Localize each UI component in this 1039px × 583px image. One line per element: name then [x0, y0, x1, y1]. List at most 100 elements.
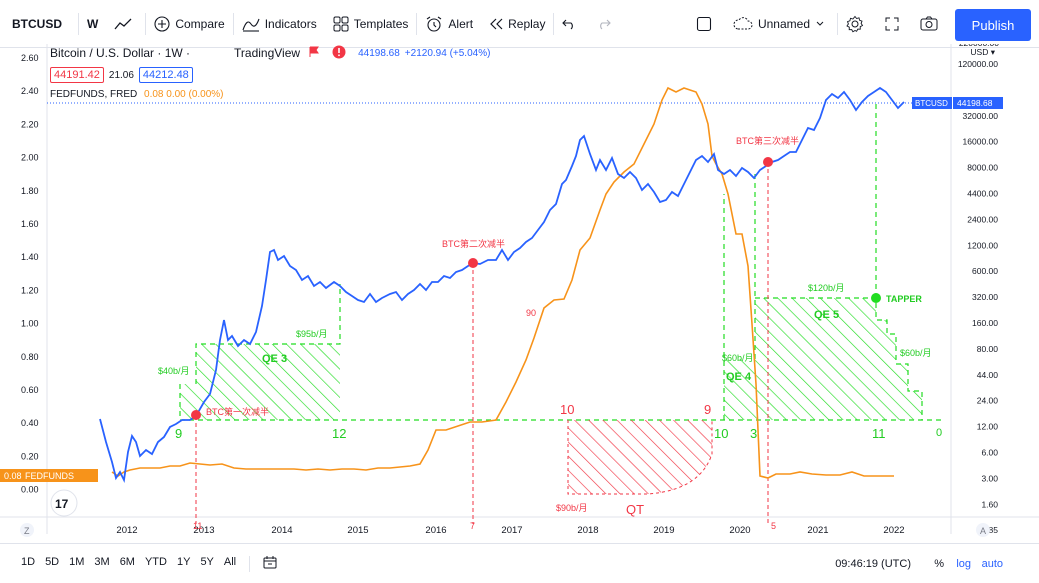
range-1d-button[interactable]: 1D: [21, 555, 36, 568]
layout-name-button[interactable]: Unnamed: [725, 8, 837, 40]
chart-type-button[interactable]: [106, 8, 145, 40]
interval-button[interactable]: W: [87, 16, 99, 31]
time-axis[interactable]: 2012 2013 2014 2015 2016 2017 2018 2019 2020 2021…: [116, 525, 904, 536]
right-axis-tick-label: 44.00: [977, 370, 999, 380]
chevron-down-icon: [816, 21, 824, 27]
left-axis-tick-label: 1.60: [21, 219, 39, 229]
qe3-start-9: 9: [175, 426, 182, 441]
right-scale-a-button[interactable]: A: [976, 523, 990, 537]
svg-text:A: A: [980, 526, 986, 536]
legend-source: TradingView: [234, 46, 301, 60]
fedfunds-series-line[interactable]: [111, 86, 894, 479]
halving-2-point[interactable]: [468, 258, 478, 268]
right-axis-tick-label: 12.00: [977, 422, 999, 432]
ask-price-box[interactable]: 44212.48: [138, 67, 193, 83]
time-axis-label: 2020: [729, 525, 750, 536]
halving-3-label: BTC第三次减半: [736, 135, 799, 146]
qe4-start-10: 10: [714, 426, 728, 441]
indicator-name[interactable]: FEDFUNDS, FRED: [50, 89, 138, 100]
halving-1-point[interactable]: [191, 410, 201, 420]
indicator-legend-row: FEDFUNDS, FRED 0.08 0.00 (0.00%): [50, 89, 490, 100]
tapper-point[interactable]: [871, 293, 881, 303]
legend-price: 44198.68: [358, 47, 400, 59]
indicators-button[interactable]: Indicators: [234, 8, 325, 40]
undo-button[interactable]: [554, 8, 589, 40]
replay-label: Replay: [508, 16, 546, 31]
left-axis-tick-label: 0.60: [21, 385, 39, 395]
time-axis-label: 2012: [116, 525, 137, 536]
right-axis-tick-label: 3.00: [981, 473, 998, 483]
redo-button[interactable]: [589, 8, 624, 40]
range-1y-button[interactable]: 1Y: [176, 555, 191, 568]
bottom-toolbar: 1D 5D 1M 3M 6M YTD 1Y 5Y All 09:46:19 (U…: [0, 543, 1039, 583]
fullscreen-button[interactable]: [877, 8, 912, 40]
left-axis-tick-label: 0.80: [21, 352, 39, 362]
range-3m-button[interactable]: 3M: [94, 555, 110, 568]
qe5-rate-2: $60b/月: [900, 348, 932, 358]
snapshot-button[interactable]: [912, 8, 951, 40]
range-all-button[interactable]: All: [223, 555, 237, 568]
right-axis-tick-label: 120000.00: [958, 59, 998, 69]
settings-button[interactable]: [838, 8, 877, 40]
time-axis-label: 2018: [577, 525, 598, 536]
market-status-icon[interactable]: [332, 45, 346, 62]
symbol-search-button[interactable]: BTCUSD: [12, 16, 62, 31]
range-5y-button[interactable]: 5Y: [200, 555, 214, 568]
fed-90-label: 90: [526, 308, 536, 318]
left-axis-tick-label: 1.80: [21, 186, 39, 196]
btc-price-series-line[interactable]: [99, 86, 905, 483]
range-ytd-button[interactable]: YTD: [144, 555, 167, 568]
halving-3-point[interactable]: [763, 157, 773, 167]
legend-change: +2120.94 (+5.04%): [404, 47, 491, 59]
time-axis-label: 2014: [271, 525, 292, 536]
right-axis-tick-label: 80.00: [977, 344, 999, 354]
legend-title[interactable]: Bitcoin / U.S. Dollar · 1W ·: [50, 46, 191, 60]
right-axis-tick-label: 320.00: [972, 292, 998, 302]
tradingview-logo-icon[interactable]: 17: [50, 489, 78, 517]
bid-price-box[interactable]: 44191.42: [50, 67, 104, 83]
left-price-axis[interactable]: 2.60 2.40 2.20 2.00 1.80 1.60 1.40 1.20 1.00 0.80…: [21, 53, 39, 495]
replay-icon: [489, 18, 503, 30]
left-scale-z-button[interactable]: Z: [20, 523, 34, 537]
right-axis-tick-label: 6.00: [981, 448, 998, 458]
cloud-icon: [733, 17, 753, 31]
auto-scale-toggle[interactable]: auto: [981, 558, 1003, 570]
legend-title-row: Bitcoin / U.S. Dollar · 1W · TradingView…: [50, 44, 490, 62]
fedfunds-tag-name: FEDFUNDS: [25, 471, 74, 481]
layout-toggle-button[interactable]: [688, 8, 725, 40]
undo-icon: [562, 18, 576, 30]
log-scale-toggle[interactable]: log: [956, 558, 971, 570]
utc-clock[interactable]: 09:46:19 (UTC): [835, 558, 911, 570]
calendar-range-icon[interactable]: [258, 555, 282, 572]
qt-start-10: 10: [560, 402, 574, 417]
right-axis-tick-label: 4400.00: [967, 189, 998, 199]
left-axis-tick-label: 2.40: [21, 86, 39, 96]
publish-button[interactable]: Publish: [955, 9, 1031, 41]
alert-label: Alert: [448, 16, 474, 31]
templates-icon: [333, 16, 349, 32]
right-axis-tick-label: 1200.00: [967, 240, 998, 250]
range-1m-button[interactable]: 1M: [69, 555, 85, 568]
range-6m-button[interactable]: 6M: [119, 555, 135, 568]
compare-button[interactable]: Compare: [146, 8, 232, 40]
templates-button[interactable]: Templates: [325, 8, 417, 40]
replay-button[interactable]: Replay: [481, 8, 553, 40]
percent-scale-toggle[interactable]: %: [934, 558, 944, 570]
flag-icon[interactable]: [308, 46, 320, 61]
qe3-label: QE 3: [262, 353, 287, 365]
alert-button[interactable]: Alert: [417, 8, 481, 40]
right-axis-tick-label: 1.60: [981, 499, 998, 509]
qe4-rate: $60b/月: [722, 353, 754, 363]
qe5-zone: [755, 104, 923, 420]
time-axis-label: 2017: [501, 525, 522, 536]
chart-canvas[interactable]: 2.60 2.40 2.20 2.00 1.80 1.60 1.40 1.20 1.00 0.80…: [0, 44, 1039, 544]
top-toolbar: BTCUSD W Compare Indicators Template: [0, 0, 1039, 48]
range-5d-button[interactable]: 5D: [45, 555, 60, 568]
range-buttons: 1D 5D 1M 3M 6M YTD 1Y 5Y All: [0, 555, 282, 572]
qe4-label: QE 4: [726, 371, 752, 383]
left-axis-tick-label: 0.20: [21, 451, 39, 461]
tick-7-label: 7: [470, 521, 475, 531]
left-axis-tick-label: 2.00: [21, 153, 39, 163]
